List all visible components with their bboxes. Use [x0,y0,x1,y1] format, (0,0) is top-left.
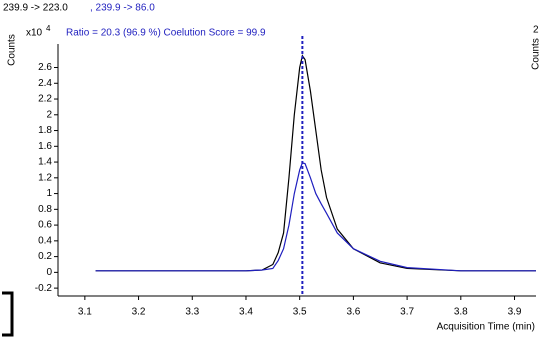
x-tick-label: 3.2 [132,307,146,318]
x-tick-label: 3.5 [293,307,307,318]
y-tick-label: 1.2 [38,172,52,183]
y-tick-label: 2.2 [38,94,52,105]
y-exponent: 4 [46,24,51,33]
annotation: Ratio = 20.3 (96.9 %) Coelution Score = … [66,28,266,39]
y-tick-label: 0.8 [38,204,52,215]
side-panel-text: Counts [531,38,539,70]
chart-subtitle: , 239.9 -> 86.0 [90,3,155,14]
y-tick-label: 0.4 [38,235,52,246]
x-tick-label: 3.1 [78,307,92,318]
y-tick-label: 0.6 [38,220,52,231]
series-line [95,162,536,272]
y-tick-label: 2.4 [38,78,52,89]
x-tick-label: 3.8 [454,307,468,318]
y-tick-label: 1.8 [38,125,52,136]
y-tick-label: 1.6 [38,141,52,152]
y-axis-label: Counts [7,34,18,66]
series-line [95,54,536,272]
x-tick-label: 3.3 [185,307,199,318]
y-multiplier: x10 [26,28,43,39]
y-tick-label: 2.6 [38,62,52,73]
y-tick-label: -0.2 [35,283,53,294]
x-axis-label: Acquisition Time (min) [437,322,535,333]
y-tick-label: 0 [46,267,52,278]
x-tick-label: 3.7 [400,307,414,318]
side-panel-text: 2 [533,25,539,36]
y-tick-label: 0.2 [38,251,52,262]
y-tick-label: 1.4 [38,157,52,168]
x-tick-label: 3.4 [239,307,253,318]
chart-title: 239.9 -> 223.0 [3,3,68,14]
bracket [2,291,14,337]
x-tick-label: 3.9 [508,307,522,318]
y-tick-label: 1 [46,188,52,199]
y-tick-label: 2 [46,109,52,120]
x-tick-label: 3.6 [346,307,360,318]
